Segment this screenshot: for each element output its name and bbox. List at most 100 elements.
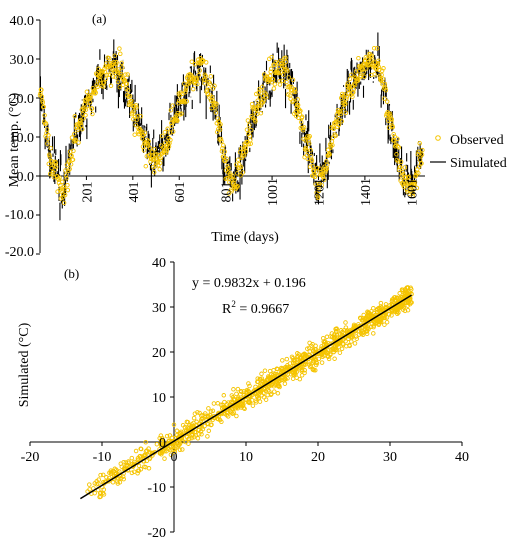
scatter-point (101, 492, 107, 497)
observed-point (150, 164, 156, 170)
observed-point (327, 152, 332, 157)
observed-point (63, 173, 69, 178)
scatter-point (199, 416, 204, 422)
observed-point (347, 76, 353, 82)
observed-point (87, 99, 93, 105)
scatter-point (144, 448, 150, 453)
scatter-point (157, 451, 163, 456)
observed-point (68, 162, 74, 167)
observed-point (113, 74, 118, 80)
observed-point (282, 64, 287, 69)
panel-b-y-tick-label: -20 (147, 526, 166, 538)
observed-point (111, 74, 116, 79)
observed-point (344, 96, 349, 102)
observed-point (112, 53, 117, 58)
panel-b-x-tick-label: 10 (239, 450, 253, 465)
scatter-point (211, 401, 217, 406)
observed-point (203, 73, 208, 79)
observed-point (414, 171, 419, 176)
scatter-point (100, 472, 106, 478)
observed-point (60, 195, 65, 200)
observed-point (374, 46, 380, 51)
scatter-point (250, 403, 256, 408)
observed-point (247, 122, 252, 128)
observed-point (269, 79, 275, 85)
observed-point (138, 114, 143, 119)
scatter-point (222, 399, 227, 405)
observed-point (356, 68, 362, 74)
observed-point (95, 84, 100, 90)
observed-point (303, 145, 309, 151)
observed-point (46, 161, 52, 167)
observed-point (376, 58, 381, 64)
observed-point (196, 72, 201, 78)
observed-point (319, 183, 324, 188)
observed-point (232, 177, 237, 183)
scatter-point (352, 325, 357, 330)
panel-b-y-tick-label: -10 (147, 481, 166, 496)
observed-point (183, 87, 188, 93)
observed-point (88, 95, 93, 101)
observed-point (125, 72, 130, 77)
observed-point (234, 162, 239, 167)
observed-point (209, 95, 215, 100)
observed-point (280, 72, 286, 77)
observed-point (184, 99, 189, 104)
observed-point (104, 72, 110, 78)
observed-point (417, 141, 422, 146)
observed-point (410, 193, 415, 198)
observed-point (270, 77, 276, 82)
scatter-point (294, 357, 300, 362)
scatter-point (371, 331, 376, 336)
scatter-point (343, 339, 348, 344)
observed-point (356, 55, 361, 61)
scatter-point (274, 366, 280, 371)
scatter-point (360, 330, 366, 335)
observed-point (269, 54, 274, 60)
scatter-point (138, 446, 144, 452)
chart-marks (29, 19, 463, 533)
observed-point (118, 51, 123, 57)
scatter-point (154, 441, 160, 447)
scatter-point (305, 346, 310, 351)
observed-point (45, 141, 50, 146)
panel-a-xlabel: Time (days) (211, 230, 279, 245)
observed-point (163, 150, 169, 155)
observed-point (405, 175, 411, 180)
legend-observed-marker (435, 135, 441, 141)
scatter-point (261, 395, 267, 400)
observed-point (291, 98, 296, 103)
observed-point (139, 128, 144, 134)
observed-point (238, 173, 243, 178)
scatter-point (337, 341, 342, 346)
scatter-point (349, 339, 354, 344)
observed-point (181, 98, 187, 104)
observed-point (78, 120, 84, 126)
scatter-point (178, 430, 183, 436)
scatter-point (289, 354, 295, 360)
observed-point (218, 136, 224, 142)
scatter-point (339, 346, 345, 352)
observed-point (268, 69, 273, 75)
scatter-point (229, 393, 235, 398)
observed-point (353, 69, 359, 74)
scatter-point (108, 470, 114, 475)
observed-point (194, 77, 200, 82)
observed-point (65, 182, 70, 188)
scatter-point (257, 386, 262, 391)
scatter-point (262, 386, 267, 391)
observed-point (392, 134, 397, 139)
scatter-point (236, 399, 242, 404)
observed-point (79, 126, 85, 132)
scatter-point (241, 405, 247, 411)
scatter-point (120, 474, 126, 479)
observed-point (280, 78, 285, 84)
scatter-point (195, 436, 201, 441)
scatter-point (146, 466, 152, 471)
observed-point (276, 70, 281, 76)
observed-point (248, 141, 253, 146)
panel-b-y-tick-labels: -20 -10 0 10 20 30 40 (147, 256, 166, 538)
observed-point (70, 157, 76, 162)
observed-point (40, 100, 46, 105)
observed-point (293, 89, 298, 95)
